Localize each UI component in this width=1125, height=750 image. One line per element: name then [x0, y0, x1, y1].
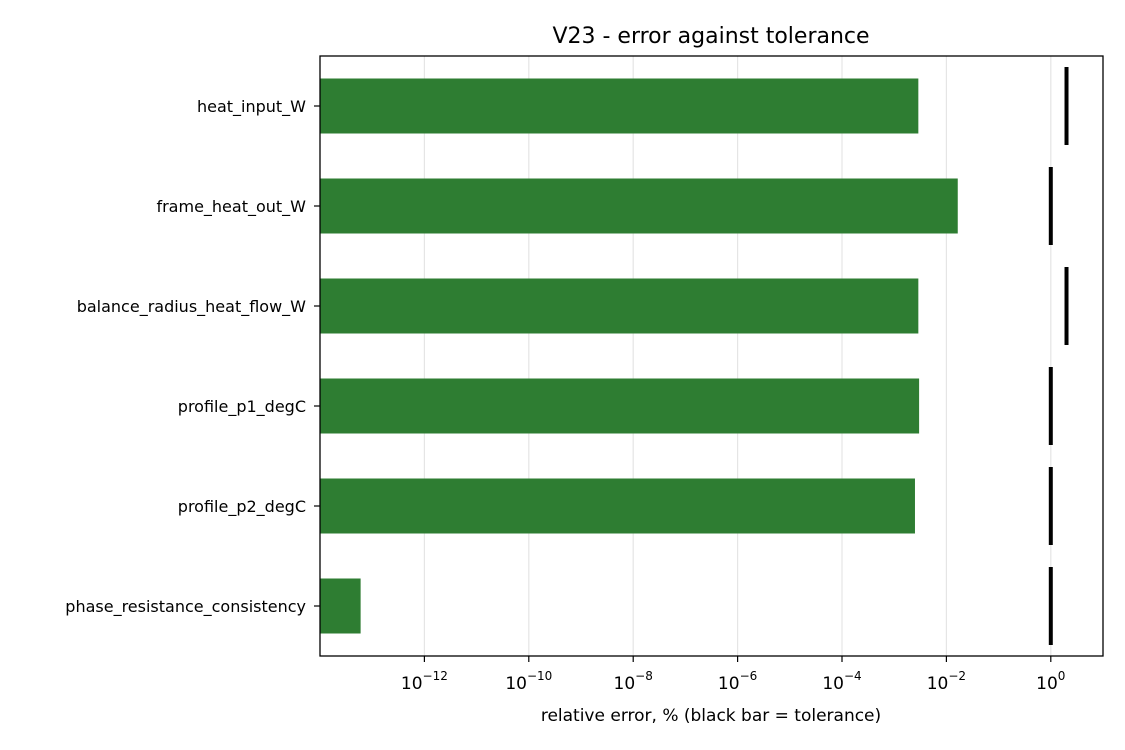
x-tick-label: 10−8: [614, 669, 653, 694]
tolerance-markers: [1048, 67, 1069, 645]
bar: [320, 178, 958, 234]
y-tick-label: profile_p1_degC: [178, 397, 306, 417]
y-tick-label: heat_input_W: [197, 97, 306, 117]
bar: [320, 478, 915, 534]
y-tick-label: balance_radius_heat_flow_W: [77, 297, 306, 317]
x-tick-label: 10−2: [927, 669, 966, 694]
y-tick-label: frame_heat_out_W: [156, 197, 306, 217]
y-tick-labels: heat_input_W frame_heat_out_W balance_radi…: [65, 97, 320, 617]
bar: [320, 278, 919, 334]
x-tick-label: 10−12: [401, 669, 448, 694]
chart-title: V23 - error against tolerance: [552, 24, 869, 49]
x-tick-label: 10−4: [822, 669, 861, 694]
y-tick-label: phase_resistance_consistency: [65, 597, 306, 617]
x-ticks: 10−12 10−10 10−8 10−6 10−4 10−2 100: [401, 656, 1065, 694]
grid-lines: [423, 56, 1052, 656]
bars: [320, 78, 958, 634]
plot-frame: [319, 55, 1104, 657]
y-tick-label: profile_p2_degC: [178, 497, 306, 517]
bar: [320, 378, 920, 434]
bar: [320, 78, 919, 134]
x-tick-label: 10−10: [505, 669, 552, 694]
bar: [320, 578, 361, 634]
x-tick-label: 100: [1036, 669, 1065, 694]
x-tick-label: 10−6: [718, 669, 757, 694]
x-axis-label: relative error, % (black bar = tolerance…: [541, 706, 881, 726]
